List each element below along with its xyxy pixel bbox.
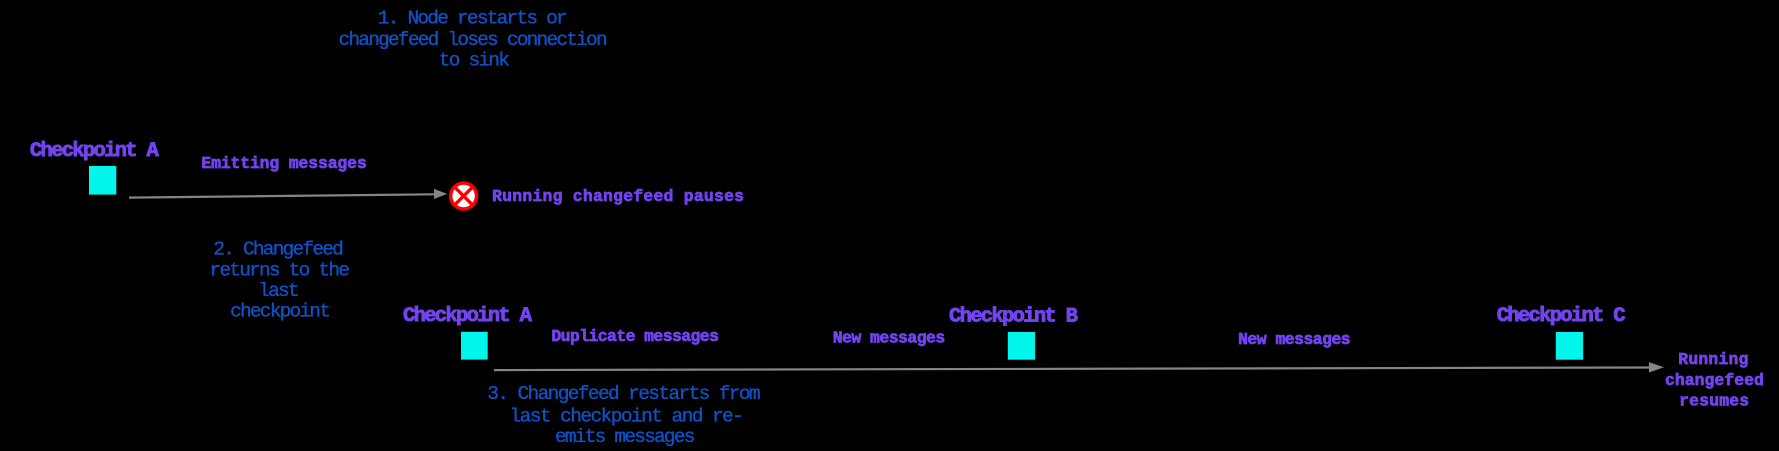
svg-text:checkpoint: checkpoint [230,301,329,323]
svg-text:Running changefeed pauses: Running changefeed pauses [492,187,744,206]
svg-text:Emitting messages: Emitting messages [201,154,366,173]
svg-text:Checkpoint A: Checkpoint A [30,140,160,163]
svg-text:Checkpoint A: Checkpoint A [403,305,533,328]
svg-text:Checkpoint B: Checkpoint B [949,306,1078,329]
svg-text:to sink: to sink [439,50,509,72]
svg-text:Duplicate messages: Duplicate messages [551,327,718,346]
svg-text:1. Node restarts or: 1. Node restarts or [378,8,566,30]
svg-text:last checkpoint and re-: last checkpoint and re- [510,405,743,427]
svg-text:changefeed: changefeed [1665,371,1764,390]
svg-text:changefeed loses connection: changefeed loses connection [339,29,606,51]
svg-text:returns to the: returns to the [210,260,350,282]
svg-text:New messages: New messages [1238,330,1350,349]
svg-text:2. Changefeed: 2. Changefeed [213,238,342,260]
svg-text:resumes: resumes [1679,392,1749,411]
svg-text:emits messages: emits messages [555,426,695,448]
svg-text:Running: Running [1678,350,1748,369]
svg-text:New messages: New messages [833,329,945,348]
svg-text:3. Changefeed restarts from: 3. Changefeed restarts from [487,383,760,405]
svg-text:last: last [258,280,298,302]
svg-text:Checkpoint C: Checkpoint C [1497,305,1626,328]
